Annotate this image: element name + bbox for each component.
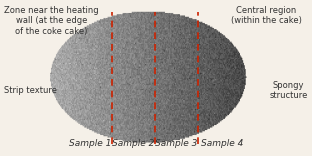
Text: Sample 4: Sample 4	[201, 139, 243, 149]
Text: Sample 1: Sample 1	[69, 139, 111, 149]
Text: Spongy
structure: Spongy structure	[269, 80, 308, 100]
Text: Sample 3: Sample 3	[155, 139, 197, 149]
Text: Zone near the heating
wall (at the edge
of the coke cake): Zone near the heating wall (at the edge …	[4, 6, 99, 36]
Text: Strip texture: Strip texture	[4, 86, 57, 95]
Text: Sample 2: Sample 2	[112, 139, 154, 149]
Text: Central region
(within the cake): Central region (within the cake)	[231, 6, 301, 25]
